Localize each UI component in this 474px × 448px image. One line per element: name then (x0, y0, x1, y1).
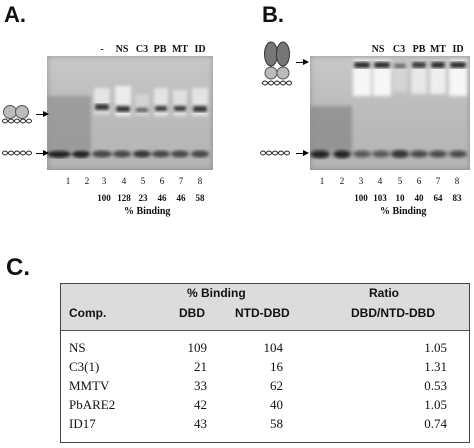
dna-free-icon (2, 150, 32, 156)
cell-ntd-dbd: 104 (263, 340, 284, 355)
cell-ntd-dbd: 40 (270, 397, 283, 412)
lane-number: 3 (358, 176, 364, 186)
lane-number: 8 (197, 176, 203, 186)
lane-label: MT (429, 44, 447, 55)
percent-binding-value: 103 (373, 193, 387, 203)
percent-binding-value: 46 (157, 193, 167, 203)
cell-ntd-dbd: 62 (270, 378, 283, 393)
gel-image-b (310, 56, 470, 170)
table-header: % Binding Ratio Comp. DBD NTD-DBD DBD/NT… (61, 284, 469, 331)
percent-binding-value: 58 (195, 193, 205, 203)
percent-binding-value: 100 (354, 193, 368, 203)
header-ratio-sub: DBD/NTD-DBD (351, 306, 435, 320)
dna-complex-icon (2, 105, 32, 124)
percent-binding-value: 83 (452, 193, 462, 203)
header-dbd: DBD (179, 306, 205, 320)
lane-label: ID (452, 44, 464, 55)
lane-number: 4 (121, 176, 127, 186)
header-ntd-dbd: NTD-DBD (235, 306, 290, 320)
lane-number: 1 (319, 176, 325, 186)
lane-number: 6 (416, 176, 422, 186)
lane-number: 7 (178, 176, 184, 186)
cell-ratio: 1.05 (424, 397, 447, 412)
binding-table: % Binding Ratio Comp. DBD NTD-DBD DBD/NT… (60, 283, 470, 443)
cell-dbd: 33 (194, 378, 207, 393)
arrow-complex-b (296, 59, 309, 65)
lane-number: 2 (339, 176, 345, 186)
header-binding-group: % Binding (187, 286, 246, 300)
lane-number: 3 (101, 176, 107, 186)
lane-number: 2 (84, 176, 90, 186)
lane-label: MT (171, 44, 189, 55)
lane-number: 7 (435, 176, 441, 186)
gel-bands-a (47, 86, 209, 158)
lane-label: - (100, 44, 104, 55)
lane-number: 8 (454, 176, 460, 186)
arrow-free-a (36, 150, 49, 156)
lane-label: NS (115, 44, 129, 55)
percent-binding-value: 64 (433, 193, 443, 203)
cell-dbd: 43 (194, 416, 207, 431)
cell-dbd: 21 (194, 359, 207, 374)
lane-number: 5 (140, 176, 146, 186)
lane-number: 1 (65, 176, 71, 186)
cell-dbd: 42 (194, 397, 207, 412)
cell-ntd-dbd: 58 (270, 416, 283, 431)
header-ratio-group: Ratio (369, 286, 399, 300)
gel-bands-b (310, 60, 467, 159)
cell-ratio: 0.74 (424, 416, 447, 431)
cell-dbd: 109 (187, 340, 208, 355)
lane-label: NS (371, 44, 385, 55)
percent-binding-value: 100 (97, 193, 111, 203)
cell-comp: PbARE2 (69, 397, 116, 412)
panel-a-letter: A. (4, 2, 26, 27)
cell-comp: NS (69, 340, 86, 355)
cell-ntd-dbd: 16 (270, 359, 283, 374)
lane-label: ID (194, 44, 206, 55)
arrow-complex-a (36, 111, 49, 117)
cell-comp: ID17 (69, 416, 96, 431)
lane-label: C3 (135, 44, 149, 55)
percent-binding-value: 10 (395, 193, 405, 203)
gel-image-a (47, 56, 213, 170)
header-comp: Comp. (69, 306, 107, 320)
panel-c-letter: C. (6, 254, 30, 281)
cell-ratio: 0.53 (424, 378, 447, 393)
lane-label: PB (412, 44, 426, 55)
arrow-free-b (296, 150, 309, 156)
cell-ratio: 1.31 (424, 359, 447, 374)
lane-label: PB (153, 44, 167, 55)
percent-binding-value: 46 (176, 193, 186, 203)
percent-binding-value: 23 (138, 193, 148, 203)
panel-b-letter: B. (262, 2, 284, 27)
lane-number: 5 (397, 176, 403, 186)
percent-binding-value: 40 (414, 193, 424, 203)
lane-label: C3 (392, 44, 406, 55)
binding-label-b: % Binding (380, 206, 427, 217)
lane-number: 6 (159, 176, 165, 186)
percent-binding-value: 128 (117, 193, 131, 203)
cell-comp: C3(1) (69, 359, 100, 374)
binding-label-a: % Binding (124, 206, 171, 217)
dna-free-icon (260, 150, 290, 156)
lane-number: 4 (377, 176, 383, 186)
protein-dna-complex-icon (261, 41, 293, 86)
cell-comp: MMTV (69, 378, 110, 393)
cell-ratio: 1.05 (424, 340, 447, 355)
